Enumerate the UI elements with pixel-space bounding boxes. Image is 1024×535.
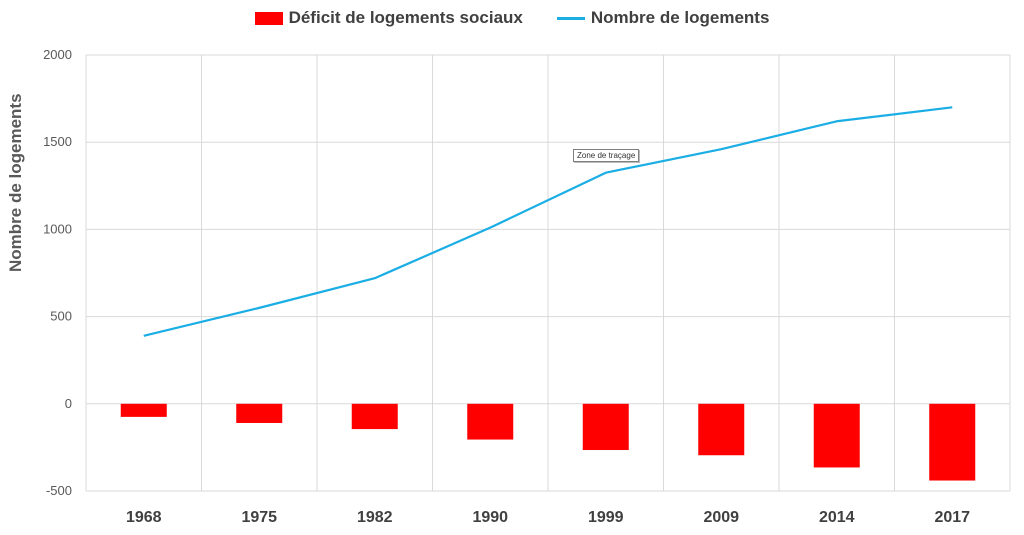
legend-item-deficit[interactable]: Déficit de logements sociaux: [254, 8, 523, 28]
y-tick-label: 500: [50, 309, 72, 324]
x-tick-label: 1975: [241, 509, 277, 526]
bar-deficit-2017[interactable]: [929, 403, 976, 481]
bar-deficit-1990[interactable]: [467, 403, 514, 440]
x-tick-label: 1990: [472, 509, 508, 526]
y-tick-label: -500: [46, 483, 72, 498]
y-tick-label: 0: [65, 396, 72, 411]
bar-deficit-1982[interactable]: [351, 403, 398, 430]
bar-deficit-1999[interactable]: [582, 403, 629, 451]
x-tick-label: 2014: [819, 509, 855, 526]
y-tick-label: 2000: [43, 47, 72, 62]
legend-swatch-deficit: [254, 11, 283, 25]
x-tick-label: 2017: [934, 509, 970, 526]
legend-item-logements[interactable]: Nombre de logements: [556, 8, 770, 28]
bar-deficit-1975[interactable]: [236, 403, 283, 423]
x-tick-label: 1982: [357, 509, 393, 526]
legend-swatch-logements: [556, 16, 585, 20]
bar-deficit-2014[interactable]: [813, 403, 860, 468]
legend-label-deficit: Déficit de logements sociaux: [288, 8, 523, 27]
x-tick-label: 1999: [588, 509, 624, 526]
x-tick-label: 1968: [126, 509, 162, 526]
legend-label-logements: Nombre de logements: [590, 8, 770, 27]
line-nombre-logements[interactable]: [143, 106, 953, 337]
bar-deficit-1968[interactable]: [120, 403, 167, 417]
plot-area-tooltip: Zone de traçage: [573, 149, 640, 162]
legend: Déficit de logements sociaux Nombre de l…: [0, 8, 1024, 28]
bar-deficit-2009[interactable]: [698, 403, 745, 456]
x-tick-label: 2009: [703, 509, 739, 526]
y-tick-label: 1000: [43, 221, 72, 236]
y-tick-label: 1500: [43, 134, 72, 149]
